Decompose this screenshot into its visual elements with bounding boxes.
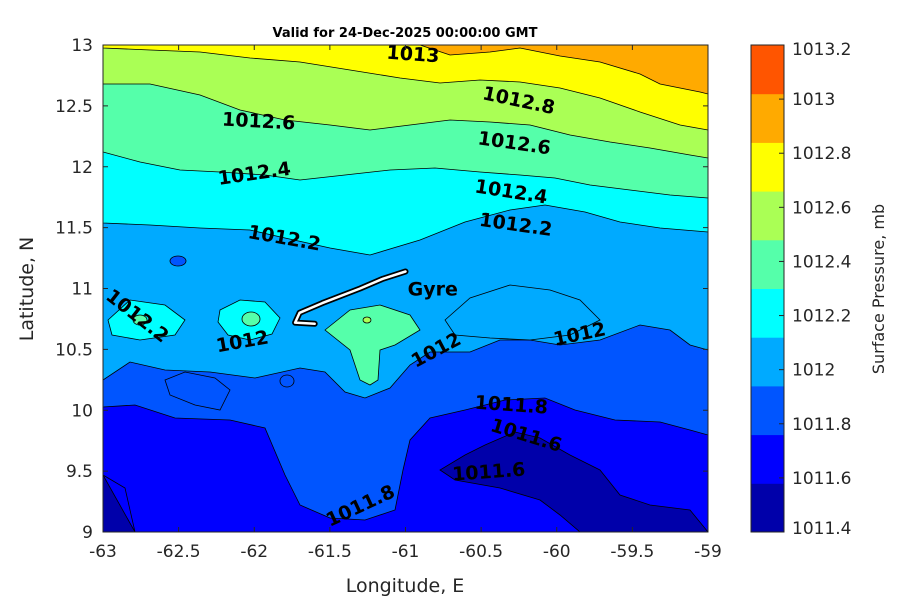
low-cell-2 [279,374,295,388]
colorbar-segment [751,434,784,484]
colorbar-ticks: 1011.4 1011.6 1011.8 1012 1012.2 1012.4 1012.6… [779,40,851,539]
x-tick-label: -60.5 [459,542,503,562]
high-core-west [241,311,261,327]
colorbar-label: Surface Pressure, mb [869,204,888,374]
plot-area: 10131012.81012.61012.61012.41012.41012.2… [103,42,708,532]
x-axis-label: Longitude, E [346,575,465,597]
low-cell-1 [169,255,187,267]
high-core-center [362,316,372,324]
colorbar-frame [750,44,785,533]
y-tick-label: 10 [71,401,93,421]
colorbar-segment [751,93,784,143]
gyre-track [293,270,407,326]
colorbar-tick-label: 1011.8 [792,415,851,435]
colorbar-segment [751,385,784,436]
colorbar-segment [751,239,784,289]
high-cell-center [324,304,421,386]
colorbar-segment [751,191,784,241]
chart-title: Valid for 24-Dec-2025 00:00:00 GMT [273,26,538,41]
y-tick-label: 13 [71,36,93,56]
east-blue-patch [444,284,601,341]
y-axis: 9 9.5 10 10.5 11 11.5 12 12.5 13 [55,36,708,543]
colorbar [751,45,784,533]
contour-label: 1011.8 [474,392,549,419]
colorbar-tick-label: 1012.8 [792,144,851,164]
colorbar-tick-label: 1012 [792,361,835,381]
x-axis: -63 -62.5 -62 -61.5 -61 -60.5 -60 -59.5 -59 [89,45,722,562]
band-1013 [419,45,708,95]
colorbar-segment [751,45,784,95]
colorbar-tick-label: 1012.6 [792,198,851,218]
x-tick-label: -62.5 [157,542,201,562]
colorbar-segment [751,483,784,533]
y-tick-label: 12 [71,158,93,178]
contour-label: 1013 [386,42,440,68]
y-tick-label: 12.5 [55,97,93,117]
colorbar-tick-label: 1013.2 [792,40,851,60]
colorbar-tick-label: 1012.2 [792,307,851,327]
colorbar-tick-label: 1013 [792,90,835,110]
low-cell-3 [164,371,231,411]
colorbar-segment [751,142,784,192]
y-tick-label: 9.5 [66,462,93,482]
y-tick-label: 11.5 [55,219,93,239]
band-1012.8 [103,45,708,131]
x-tick-label: -59.5 [610,542,654,562]
colorbar-tick-label: 1011.6 [792,469,851,489]
colorbar-segment [751,337,784,387]
y-tick-label: 9 [82,523,93,543]
y-axis-label: Latitude, N [16,237,38,342]
x-tick-label: -60 [543,542,571,562]
colorbar-tick-label: 1012.4 [792,252,851,272]
contour-label: 1011.6 [451,459,526,486]
contour-label: 1012.6 [222,109,296,135]
x-tick-label: -61 [392,542,420,562]
gyre-label: Gyre [408,279,458,301]
y-tick-label: 10.5 [55,340,93,360]
x-tick-label: -62 [240,542,268,562]
x-tick-label: -63 [89,542,117,562]
x-tick-label: -61.5 [308,542,352,562]
high-core-far-west [132,314,148,326]
x-tick-label: -59 [694,542,722,562]
colorbar-tick-label: 1011.4 [792,519,851,539]
colorbar-segment [751,288,784,338]
y-tick-label: 11 [71,280,93,300]
